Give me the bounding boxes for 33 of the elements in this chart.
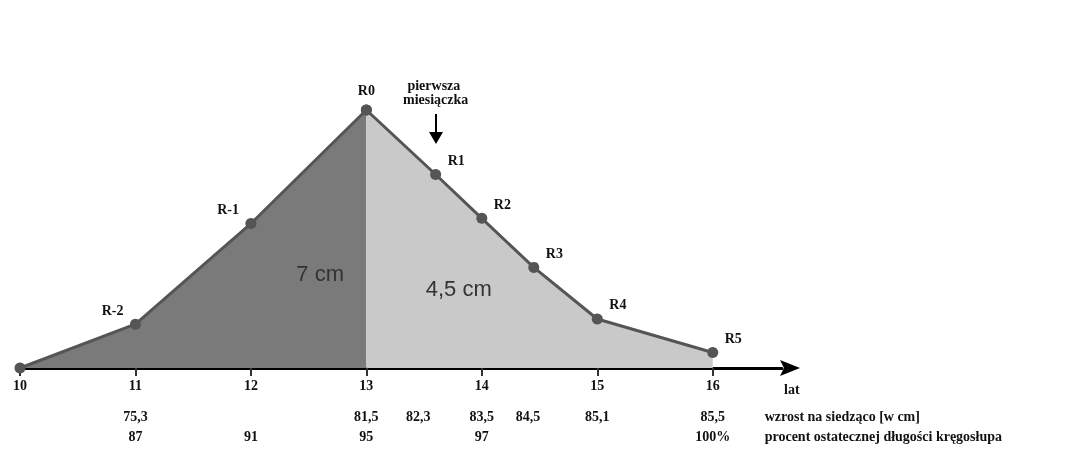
text: 91 <box>243 428 258 444</box>
annotation: R-1 <box>217 202 239 218</box>
x-tick-label: 16 <box>705 377 720 393</box>
annotation: 7 cm <box>296 260 345 286</box>
text: 87 <box>128 428 143 444</box>
text: 85,1 <box>585 408 610 424</box>
text: 81,5 <box>354 408 379 424</box>
x-tick-label: 13 <box>359 377 374 393</box>
text: 84,5 <box>515 408 541 424</box>
text: 85,5 <box>700 408 725 424</box>
annotation: R-2 <box>101 302 124 318</box>
text: wzrost na siedząco [w cm] <box>764 408 920 424</box>
x-tick-label: 12 <box>243 377 258 393</box>
annotation: R4 <box>609 297 627 313</box>
text: 100% <box>695 428 731 444</box>
annotation: R2 <box>493 196 511 212</box>
x-tick-label: 14 <box>474 377 489 393</box>
text: 95 <box>359 428 374 444</box>
text: procent ostatecznej długości kręgosłupa <box>764 428 1003 444</box>
text: 75,3 <box>123 408 148 424</box>
annotation: 4,5 cm <box>425 275 492 301</box>
annotation: R3 <box>545 245 563 261</box>
annotation: R1 <box>447 153 465 168</box>
x-tick-label: 10 <box>13 377 27 393</box>
x-tick-label: 15 <box>590 377 605 393</box>
x-tick-label: 11 <box>128 377 143 393</box>
annotation: R5 <box>724 331 742 347</box>
x-axis-title: lat <box>784 381 800 397</box>
text: 83,5 <box>469 408 495 424</box>
annotation: R0 <box>357 82 375 98</box>
text: 82,3 <box>406 408 431 424</box>
text: pierwsza miesiączka <box>402 77 469 107</box>
text: 97 <box>474 428 489 444</box>
